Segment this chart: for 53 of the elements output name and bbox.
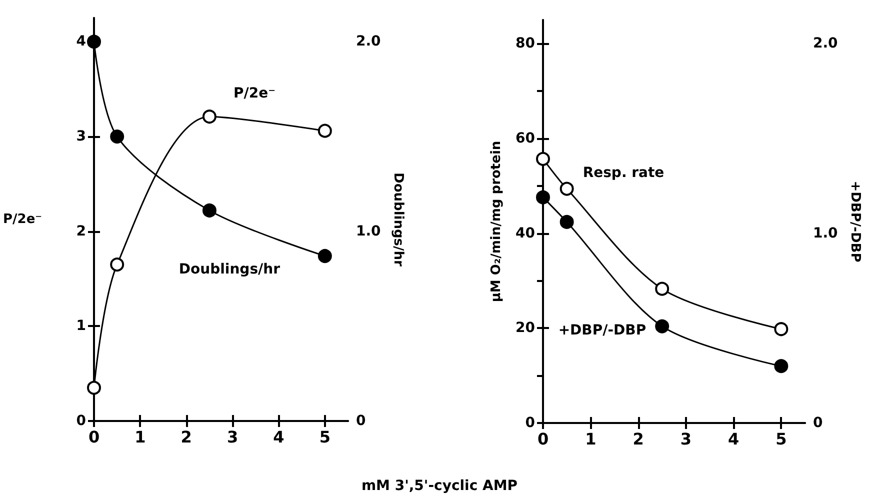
y-tick-label: 1 [76,318,86,334]
y-axis-title: μM O₂/min/mg protein [489,140,504,302]
x-tick-label: 3 [226,428,238,446]
point [110,258,124,272]
point [774,322,788,336]
y-tick-label: 3 [76,128,86,145]
series-label: P/2e⁻ [233,86,276,102]
y-tick-label: 2 [76,223,86,240]
y-tick-label: 4 [76,34,86,50]
y-axis-title: P/2e⁻ [3,212,42,227]
point [318,249,332,264]
x-axis-title: mM 3',5'-cyclic AMP [360,478,519,494]
x-tick-label: 5 [319,428,330,446]
x-tick-label: 1 [585,430,596,448]
point [202,110,216,124]
series-label: +DBP/-DBP [558,322,646,338]
point [536,152,550,166]
point [87,34,101,49]
point [655,319,670,334]
point [318,124,332,138]
y-tick-label: 0 [525,415,536,431]
point [774,359,788,374]
y-tick-label: 60 [516,130,536,147]
y2-axis-title: Doublings/hr [390,172,406,268]
x-tick-label: 1 [134,428,146,446]
point [655,282,670,296]
x-tick-label: 0 [88,428,100,446]
point [536,190,550,204]
y2-axis-title: +DBP/-DBP [848,180,863,262]
x-tick-label: 2 [180,428,192,446]
x-tick-label: 0 [537,430,549,448]
y2-tick-label: 1.0 [356,223,382,240]
x-tick-label: 5 [776,430,787,448]
y2-tick-label: 1.0 [813,225,838,242]
y-tick-label: 0 [76,413,86,429]
point [560,214,574,229]
series-label: Doublings/hr [178,261,280,278]
x-tick-label: 4 [728,430,740,448]
x-tick-label: 4 [273,428,284,446]
point [560,182,574,196]
y-tick-label: 40 [516,225,536,242]
point [110,130,124,144]
series-label: Resp. rate [582,164,664,181]
y2-tick-label: 2.0 [356,34,382,50]
y-tick-label: 80 [516,36,536,52]
x-tick-label: 3 [680,430,692,448]
point [87,380,101,395]
y2-tick-label: 2.0 [813,36,838,52]
y2-tick-label: 0 [813,415,823,431]
point [202,203,216,218]
x-tick-label: 2 [632,430,644,448]
y-tick-label: 20 [516,320,536,336]
y2-tick-label: 0 [356,413,366,429]
